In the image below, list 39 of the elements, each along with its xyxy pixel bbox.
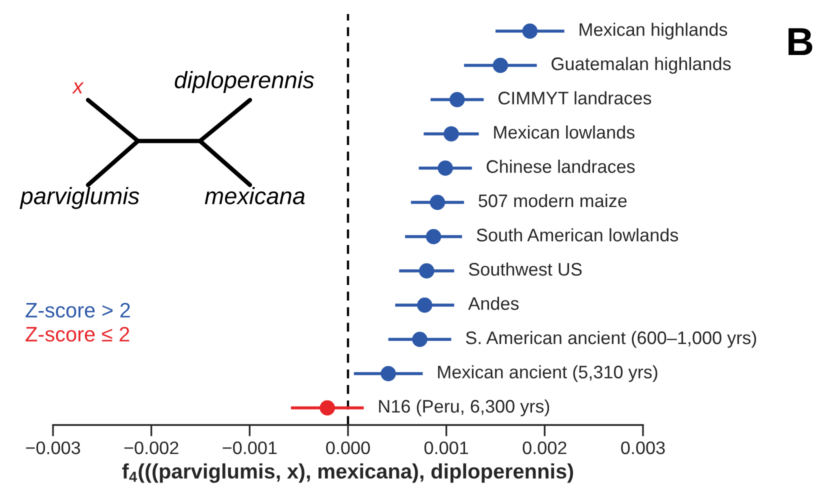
x-tick-label: −0.001 bbox=[222, 441, 277, 454]
x-tick-label: −0.003 bbox=[26, 441, 80, 454]
y-tick-label: Mexican lowlands bbox=[494, 125, 635, 139]
x-tick-label: 0.003 bbox=[621, 441, 665, 454]
text: Z-score > 2 bbox=[26, 302, 130, 318]
x-tick-label: 0.002 bbox=[522, 441, 566, 454]
annotation: parviglumis bbox=[20, 186, 140, 210]
y-tick-label: Chinese landraces bbox=[486, 160, 635, 173]
point bbox=[380, 366, 396, 382]
annotation: x bbox=[72, 82, 84, 94]
point bbox=[419, 263, 434, 279]
text: B bbox=[788, 28, 812, 56]
point bbox=[426, 228, 442, 244]
x-tick-label: −0.002 bbox=[124, 441, 178, 454]
annotation: mexicana bbox=[204, 186, 305, 204]
y-tick-label: South American lowlands bbox=[476, 228, 678, 242]
y-tick-label: N16 (Peru, 6,300 yrs) bbox=[379, 399, 550, 416]
point bbox=[412, 332, 428, 348]
point bbox=[444, 126, 459, 142]
y-tick-label: 507 modern maize bbox=[478, 194, 627, 208]
x-tick-label: 0.000 bbox=[326, 441, 370, 454]
y-tick-label: Southwest US bbox=[468, 262, 582, 276]
y-tick-label: Mexican highlands bbox=[580, 22, 728, 40]
y-tick-label: Guatemalan highlands bbox=[552, 56, 731, 74]
point bbox=[430, 194, 446, 210]
point bbox=[417, 297, 432, 313]
y-tick-label: Mexican ancient (5,310 yrs) bbox=[438, 365, 658, 382]
annotation: diploperennis bbox=[174, 70, 314, 94]
point bbox=[522, 23, 538, 39]
point bbox=[492, 58, 508, 74]
y-tick-label: S. American ancient (600–1,000 yrs) bbox=[466, 330, 756, 348]
y-tick-label: CIMMYT landraces bbox=[498, 91, 652, 104]
text: Z-score ≤ 2 bbox=[26, 326, 130, 342]
point bbox=[438, 160, 453, 176]
point bbox=[450, 92, 465, 108]
x-tick-label: 0.001 bbox=[424, 441, 468, 454]
y-tick-label: Andes bbox=[468, 296, 519, 310]
point bbox=[320, 400, 335, 416]
x-axis-title: f$_{4}$(((parviglumis, x), mexicana), diploperennis) bbox=[122, 463, 574, 483]
